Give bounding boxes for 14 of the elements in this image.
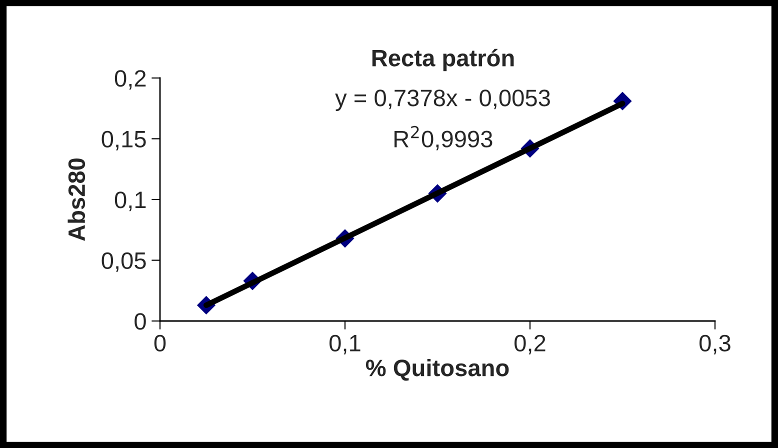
x-tick-label: 0,2 [514, 334, 546, 354]
y-tick-label: 0,05 [102, 252, 146, 272]
y-tick-label: 0,15 [102, 130, 146, 150]
annotation: y = 0,7378x - 0,0053 [335, 90, 550, 112]
y-tick-label: 0,1 [114, 192, 146, 212]
y-tick-label: 0 [134, 313, 146, 330]
x-tick-label: 0 [154, 334, 166, 352]
x-axis-title: % Quitosano [366, 358, 509, 381]
y-axis-title: Abs280 [68, 158, 86, 241]
chart-title: Recta patrón [372, 48, 514, 72]
x-tick-label: 0,1 [330, 334, 360, 354]
annotation: R$^{2}$0,9993 [394, 126, 492, 150]
x-tick-label: 0,3 [700, 334, 730, 354]
y-tick-label: 0,2 [114, 70, 146, 90]
